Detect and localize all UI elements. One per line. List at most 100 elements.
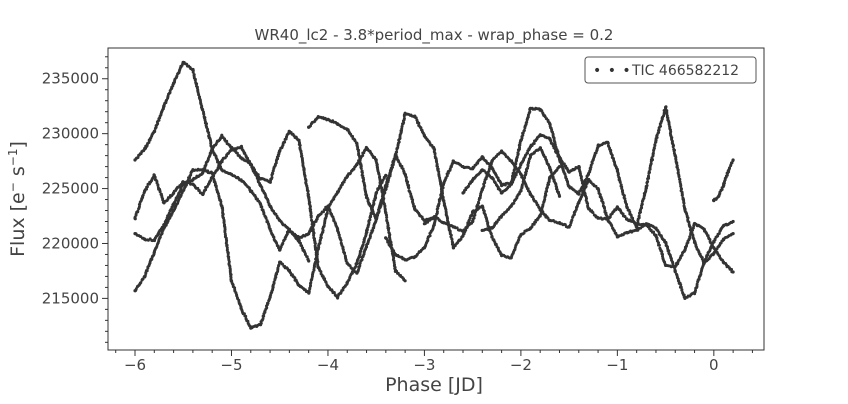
- y-tick-label: 220000: [42, 234, 99, 252]
- data-point: [674, 154, 677, 157]
- data-point: [269, 228, 272, 231]
- data-point: [471, 220, 474, 223]
- data-point: [433, 147, 436, 150]
- data-point: [529, 227, 532, 230]
- data-point: [249, 189, 252, 192]
- data-point: [577, 193, 580, 196]
- x-axis-label: Phase [JD]: [385, 374, 483, 396]
- data-point: [606, 141, 609, 144]
- data-point: [548, 219, 551, 222]
- y-axis-label-end: ]: [7, 141, 29, 148]
- data-point: [201, 108, 204, 111]
- y-axis-label: Flux [e− s−1]: [6, 141, 29, 257]
- data-point: [297, 139, 300, 142]
- data-point: [240, 156, 243, 159]
- data-point: [461, 191, 464, 194]
- x-tick-label: −4: [317, 356, 339, 374]
- data-point: [674, 269, 677, 272]
- data-point: [481, 155, 484, 158]
- data-point: [346, 262, 349, 265]
- data-point: [635, 229, 638, 232]
- data-point: [191, 178, 194, 181]
- series-6-trace: [425, 151, 732, 298]
- data-point: [616, 235, 619, 238]
- data-point: [568, 185, 571, 188]
- data-point: [519, 233, 522, 236]
- data-point: [587, 207, 590, 210]
- data-point: [365, 245, 368, 248]
- data-point: [587, 173, 590, 176]
- data-point: [191, 183, 194, 186]
- data-point: [307, 196, 310, 199]
- data-point: [693, 222, 696, 225]
- data-point: [355, 262, 358, 265]
- data-point: [625, 206, 628, 209]
- data-point: [201, 172, 204, 175]
- y-axis-label-superscript-minus: −: [6, 182, 20, 192]
- data-point: [490, 227, 493, 230]
- series-7-trace: [463, 135, 732, 272]
- data-point: [336, 228, 339, 231]
- data-point: [375, 218, 378, 221]
- data-point: [355, 142, 358, 145]
- data-point: [548, 166, 551, 169]
- data-point: [616, 206, 619, 209]
- data-point: [269, 180, 272, 183]
- data-point: [404, 279, 407, 282]
- data-point: [394, 269, 397, 272]
- data-point: [230, 149, 233, 152]
- data-point: [461, 234, 464, 237]
- data-point: [442, 182, 445, 185]
- data-point: [510, 160, 513, 163]
- data-point: [394, 155, 397, 158]
- data-point: [249, 326, 252, 329]
- data-point: [722, 238, 725, 241]
- data-point: [548, 176, 551, 179]
- data-point: [278, 150, 281, 153]
- data-point: [625, 231, 628, 234]
- data-points-layer: [133, 61, 734, 330]
- legend-label: TIC 466582212: [631, 63, 739, 79]
- data-point: [182, 180, 185, 183]
- data-point: [539, 208, 542, 211]
- data-point: [717, 195, 720, 198]
- data-point: [172, 191, 175, 194]
- data-point: [211, 176, 214, 179]
- data-point: [220, 168, 223, 171]
- data-point: [240, 307, 243, 310]
- data-point: [674, 265, 677, 268]
- data-point: [664, 106, 667, 109]
- data-point: [384, 174, 387, 177]
- series-3-trace: [135, 146, 432, 273]
- data-point: [597, 187, 600, 190]
- data-point: [230, 279, 233, 282]
- data-point: [423, 134, 426, 137]
- data-point: [384, 187, 387, 190]
- data-point: [143, 147, 146, 150]
- data-point: [597, 217, 600, 220]
- data-point: [326, 205, 329, 208]
- data-point: [172, 209, 175, 212]
- data-point: [259, 202, 262, 205]
- data-point: [143, 238, 146, 241]
- data-point: [529, 154, 532, 157]
- data-point: [500, 191, 503, 194]
- data-point: [500, 214, 503, 217]
- data-point: [442, 199, 445, 202]
- y-axis-label-main: Flux [e: [7, 192, 29, 257]
- x-tick-label: −2: [510, 356, 532, 374]
- data-point: [519, 189, 522, 192]
- data-point: [481, 188, 484, 191]
- data-point: [606, 218, 609, 221]
- data-point: [461, 165, 464, 168]
- data-point: [732, 270, 735, 273]
- data-point: [693, 241, 696, 244]
- data-point: [346, 281, 349, 284]
- data-point: [413, 208, 416, 211]
- y-tick-label: 235000: [42, 70, 99, 88]
- data-point: [162, 201, 165, 204]
- data-point: [539, 146, 542, 149]
- data-point: [413, 255, 416, 258]
- data-point: [220, 160, 223, 163]
- data-point: [519, 173, 522, 176]
